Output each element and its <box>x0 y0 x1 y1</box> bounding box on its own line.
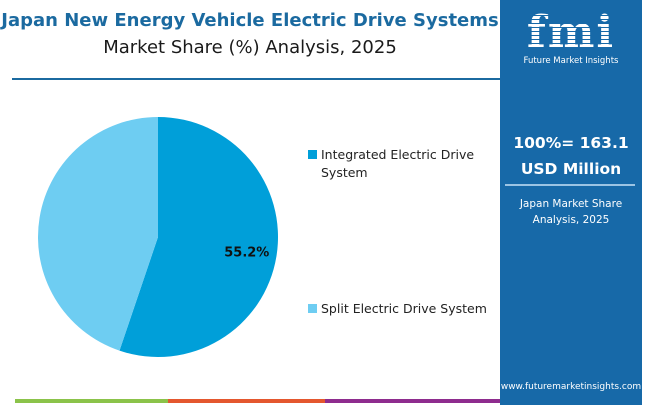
pie-chart: 55.2% <box>38 117 279 357</box>
pie-slice-0 <box>119 117 279 357</box>
legend-swatch <box>308 150 317 159</box>
legend-label: Split Electric Drive System <box>321 301 487 316</box>
info-panel: fmi Future Market Insights 100%= 163.1 U… <box>500 0 642 405</box>
legend-swatch <box>308 304 317 313</box>
pie-slice-1 <box>38 117 158 351</box>
chart-subtitle: Market Share (%) Analysis, 2025 <box>103 37 397 58</box>
panel-subtitle: Japan Market Share Analysis, 2025 <box>519 198 623 226</box>
legend-item-integrated: Integrated Electric Drive System <box>308 146 491 182</box>
bottom-bar-purple <box>325 399 500 403</box>
bottom-bar-green <box>15 399 168 403</box>
panel-divider <box>505 184 635 186</box>
chart-title: Japan New Energy Vehicle Electric Drive … <box>1 10 499 31</box>
bottom-bar-orange <box>168 399 325 403</box>
legend-item-split: Split Electric Drive System <box>308 300 491 318</box>
website-url: www.futuremarketinsights.com <box>500 382 642 392</box>
market-total: 100%= 163.1 USD Million <box>513 134 629 178</box>
legend-label: Integrated Electric Drive System <box>321 147 475 180</box>
fmi-logo: fmi Future Market Insights <box>500 8 642 67</box>
data-label-0: 55.2% <box>224 246 269 261</box>
header-divider <box>12 78 500 80</box>
